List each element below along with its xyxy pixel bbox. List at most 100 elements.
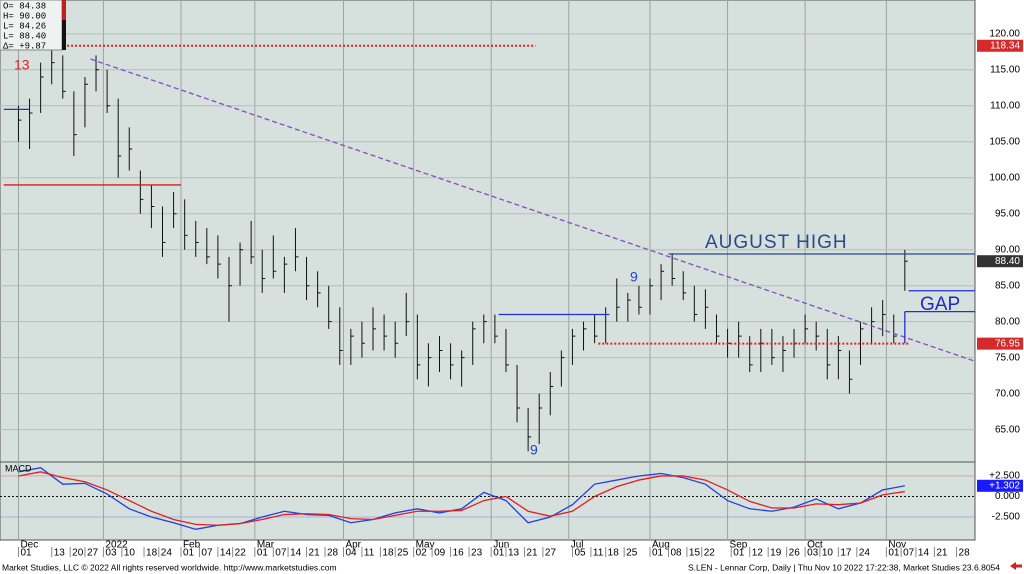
x-tick-label: 08 — [670, 548, 682, 559]
x-tick-label: 11 — [364, 548, 375, 559]
x-tick-label: 01 — [888, 548, 900, 559]
x-tick-label: 11 — [593, 548, 604, 559]
x-tick-label: 01 — [183, 548, 195, 559]
ohlc-bar — [660, 264, 665, 301]
month-label: Sep — [730, 540, 748, 551]
ohlc-bar — [649, 278, 653, 315]
x-tick-label: 24 — [161, 548, 173, 559]
month-label: Jun — [493, 540, 509, 551]
x-tick-label: 13 — [508, 548, 520, 559]
info-line: H= 90.00 — [3, 11, 46, 21]
ohlc-bar — [815, 321, 820, 351]
ohlc-bar — [350, 328, 354, 365]
level-line — [90, 58, 976, 362]
ohlc-bar — [117, 98, 122, 178]
ohlc-bar — [472, 321, 476, 365]
ohlc-bar — [239, 242, 244, 286]
x-tick-label: 14 — [918, 548, 930, 559]
x-tick-label: 02 — [416, 548, 428, 559]
x-tick-label: 01 — [652, 548, 664, 559]
y-tick-label: 75.00 — [995, 352, 1020, 363]
ohlc-bar — [372, 307, 377, 351]
ohlc-bar — [228, 256, 232, 322]
x-tick-label: 12 — [752, 548, 764, 559]
ohlc-bar — [217, 235, 221, 279]
ohlc-bar — [494, 314, 498, 344]
annotation: AUGUST HIGH — [705, 232, 848, 253]
x-tick-label: 23 — [471, 548, 483, 559]
x-tick-label: 21 — [936, 548, 948, 559]
x-tick-label: 25 — [626, 548, 638, 559]
x-tick-label: 07 — [201, 548, 213, 559]
ohlc-bar — [782, 336, 786, 373]
ohlc-bar — [128, 127, 133, 171]
y-tick-label: 110.00 — [990, 100, 1020, 111]
scroll-arrow[interactable] — [1010, 562, 1022, 570]
price-panel — [0, 0, 976, 463]
price-marker-label: 76.95 — [995, 338, 1020, 349]
ohlc-bar — [150, 184, 155, 229]
y-tick-label: 100.00 — [989, 172, 1020, 183]
month-label: May — [416, 540, 435, 551]
ohlc-bar — [294, 228, 299, 272]
x-tick-label: 22 — [235, 548, 247, 559]
macd-title: MACD — [5, 463, 32, 473]
ohlc-bar — [527, 408, 532, 452]
macd-marker-label: +1.302 — [989, 480, 1020, 491]
x-tick-label: 14 — [290, 548, 302, 559]
macd-marker — [977, 479, 1023, 492]
price-marker — [977, 39, 1023, 52]
info-line: L= 84.26 — [3, 21, 46, 31]
month-label: Aug — [652, 540, 670, 551]
y-tick-label: -2.500 — [992, 512, 1021, 523]
ohlc-bar — [250, 220, 255, 265]
ohlc-bar — [583, 321, 587, 351]
ohlc-bar — [671, 253, 676, 286]
ohlc-bar — [184, 199, 188, 250]
ohlc-bar — [704, 289, 709, 329]
x-tick-label: 20 — [72, 548, 84, 559]
ohlc-bar — [483, 314, 487, 344]
ohlc-bar — [749, 336, 753, 373]
x-tick-label: 17 — [840, 548, 852, 559]
month-label: Dec — [20, 540, 38, 551]
ohlc-bar — [261, 249, 266, 293]
ohlc-bar — [73, 91, 77, 157]
y-tick-label: 85.00 — [995, 280, 1020, 291]
ohlc-bar — [427, 343, 432, 387]
ohlc-bar — [549, 372, 554, 416]
macd-line — [18, 467, 905, 530]
ohlc-bar — [17, 105, 22, 142]
ohlc-bar — [882, 300, 886, 337]
x-tick-label: 03 — [105, 548, 117, 559]
ohlc-bar — [84, 77, 88, 128]
ohlc-bar — [139, 170, 144, 214]
x-tick-label: 27 — [87, 548, 99, 559]
count-label: 13 — [14, 57, 30, 73]
ohlc-bar — [339, 307, 343, 365]
ohlc-bar — [616, 278, 620, 322]
x-tick-label: 27 — [545, 548, 557, 559]
x-tick-label: 15 — [689, 548, 701, 559]
ohlc-bar — [461, 350, 465, 387]
ohlc-bar — [538, 393, 543, 445]
x-tick-label: 24 — [859, 548, 871, 559]
info-box — [0, 0, 63, 51]
ohlc-bar — [804, 314, 809, 344]
ohlc-bar — [416, 314, 421, 380]
info-bar — [62, 0, 66, 50]
x-tick-label: 28 — [327, 548, 339, 559]
ohlc-bar — [893, 314, 897, 344]
x-tick-label: 22 — [704, 548, 716, 559]
ohlc-bar — [317, 271, 321, 308]
month-label: 2022 — [105, 540, 128, 551]
ohlc-bar — [206, 228, 210, 265]
x-tick-label: 25 — [397, 548, 409, 559]
ohlc-bar — [826, 328, 831, 380]
x-tick-label: 19 — [770, 548, 782, 559]
ohlc-bar — [51, 48, 55, 85]
x-tick-label: 28 — [959, 548, 971, 559]
y-tick-label: 115.00 — [990, 64, 1020, 75]
